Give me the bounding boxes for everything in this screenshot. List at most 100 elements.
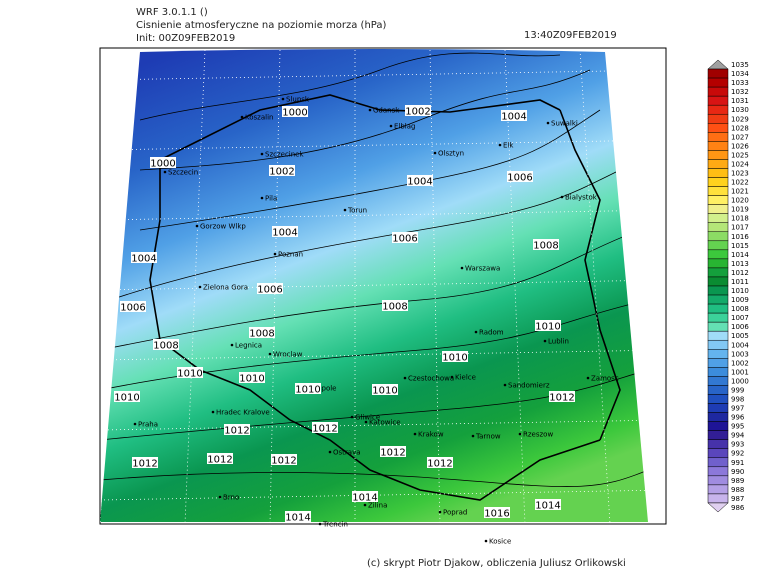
isobar-label: 1010	[177, 369, 202, 380]
city-label: Gliwice	[355, 414, 380, 422]
colorbar-cell	[707, 195, 729, 205]
colorbar-cell	[707, 430, 729, 440]
city-dot	[268, 352, 272, 356]
city-dot	[543, 339, 547, 343]
colorbar-cell	[707, 68, 729, 79]
colorbar-label: 1021	[731, 188, 749, 196]
city-label: Pila	[265, 195, 277, 203]
city-label: Kosice	[489, 538, 511, 546]
city-label: Czestochowa	[408, 375, 454, 383]
city-label: Kielce	[455, 374, 476, 382]
colorbar-label: 991	[731, 459, 744, 467]
colorbar-label: 1008	[731, 305, 749, 313]
colorbar-label: 1027	[731, 133, 749, 141]
city-label: Sandomierz	[508, 382, 550, 390]
colorbar-cell	[707, 502, 729, 513]
colorbar-label: 1026	[731, 142, 749, 150]
city-label: Krakow	[418, 431, 444, 439]
isobar-label-box	[533, 239, 559, 250]
isobar-label: 1010	[442, 353, 467, 364]
colorbar-label: 1010	[731, 287, 749, 295]
colorbar-cell	[707, 123, 729, 133]
colorbar-cell	[707, 294, 729, 305]
colorbar-label: 989	[731, 477, 744, 485]
colorbar-cell	[707, 132, 729, 142]
colorbar-cell	[707, 394, 729, 404]
isobar-label-box	[427, 457, 453, 468]
colorbar-cell	[707, 349, 729, 359]
colorbar-cell	[707, 150, 729, 160]
city-dot	[438, 510, 442, 514]
city-dot	[211, 410, 215, 414]
city-label: Brno	[223, 494, 239, 502]
city-label: Bialystok	[565, 194, 598, 202]
colorbar-label: 1001	[731, 368, 749, 376]
city-label: Radom	[479, 329, 504, 337]
colorbar-cell	[707, 77, 729, 88]
isobar-label-box	[282, 106, 308, 117]
city-dot	[281, 97, 285, 101]
city-dot	[260, 152, 264, 156]
isobar-label: 1002	[269, 167, 294, 178]
isobar-label: 1012	[380, 448, 405, 459]
isobar-label: 1004	[407, 177, 432, 188]
city-label: Zielona Gora	[203, 284, 248, 292]
colorbar-cell	[707, 59, 729, 70]
colorbar-cell	[707, 303, 729, 314]
isobar-label: 1008	[153, 341, 178, 352]
city-label: Praha	[138, 421, 158, 429]
isobar-label-box	[285, 511, 311, 522]
city-label: Koszalin	[245, 114, 273, 122]
colorbar-label: 1024	[731, 160, 749, 168]
colorbar-cell	[707, 222, 729, 233]
city-label: Zilina	[368, 502, 387, 510]
isobar-label: 1006	[392, 234, 417, 245]
colorbar-cell	[707, 159, 729, 169]
city-label: Trencin	[322, 521, 348, 529]
colorbar-label: 998	[731, 396, 744, 404]
city-label: Poprad	[443, 509, 467, 517]
city-dot	[318, 522, 322, 526]
colorbar-label: 1025	[731, 151, 749, 159]
colorbar-label: 1005	[731, 332, 749, 340]
colorbar-cell	[707, 113, 729, 124]
isobar-label-box	[535, 499, 561, 510]
city-dot	[195, 224, 199, 228]
valid-time: 13:40Z09FEB2019	[524, 30, 617, 41]
city-dot	[328, 450, 332, 454]
colorbar-cell	[707, 258, 729, 269]
colorbar-cell	[707, 321, 729, 332]
city-label: Ostrava	[333, 449, 361, 457]
isobar-label-box	[380, 446, 406, 457]
colorbar-label: 1012	[731, 269, 749, 277]
isobar-label: 1012	[207, 455, 232, 466]
isobar-label-box	[132, 457, 158, 468]
city-dot	[350, 415, 354, 419]
city-label: Torun	[347, 207, 367, 215]
city-dot	[198, 285, 202, 289]
isobar-label: 1004	[501, 112, 526, 123]
colorbar-cell	[707, 249, 729, 260]
colorbar-label: 987	[731, 495, 744, 503]
colorbar: 1035103410331032103110301029102810271026…	[707, 59, 749, 513]
city-label: Wroclaw	[273, 351, 303, 359]
colorbar-label: 1004	[731, 341, 749, 349]
colorbar-label: 1003	[731, 350, 749, 358]
colorbar-cell	[707, 86, 729, 97]
colorbar-label: 1013	[731, 260, 749, 268]
isobar-label-box	[442, 351, 468, 362]
city-label: Opole	[316, 385, 337, 393]
city-label: Gorzow Wlkp	[200, 223, 246, 231]
city-dot	[546, 121, 550, 125]
colorbar-label: 1011	[731, 278, 749, 286]
isobar-label: 1010	[114, 393, 139, 404]
colorbar-label: 993	[731, 441, 744, 449]
isobar-label-box	[484, 507, 510, 518]
colorbar-cell	[707, 330, 729, 341]
colorbar-label: 1034	[731, 70, 749, 78]
colorbar-cell	[707, 168, 729, 178]
isobar-label: 1002	[405, 107, 430, 118]
colorbar-cell	[707, 385, 729, 395]
city-label: Hradec Kralove	[216, 409, 270, 417]
